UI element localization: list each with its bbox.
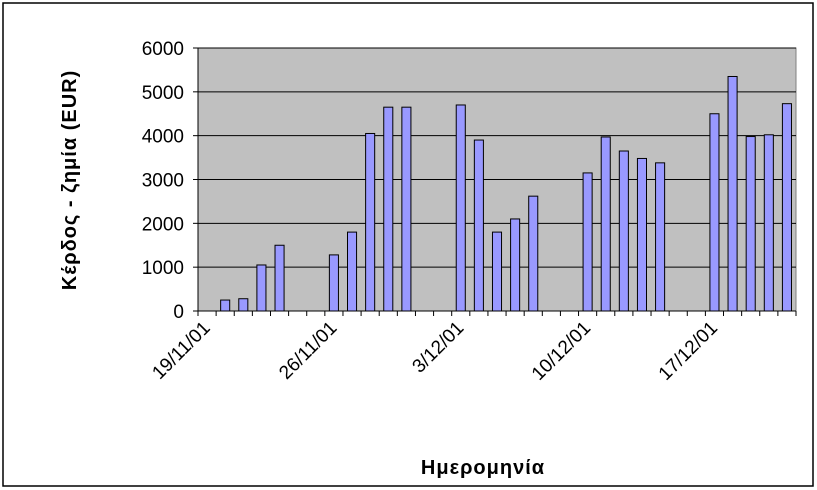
y-tick-label: 5000: [142, 83, 184, 104]
bar: [383, 106, 394, 312]
y-tick-label: 3000: [142, 171, 184, 192]
y-tick-label: 1000: [142, 258, 184, 279]
bar: [256, 264, 267, 312]
bar: [727, 75, 738, 312]
bar: [528, 195, 539, 312]
bar: [510, 218, 521, 312]
bar: [455, 104, 466, 312]
bar: [365, 132, 376, 312]
bar: [238, 298, 249, 312]
bar: [328, 254, 339, 312]
y-tick-label: 4000: [142, 127, 184, 148]
bar: [401, 106, 412, 312]
bar: [745, 136, 756, 312]
bar: [347, 231, 358, 312]
bar: [709, 113, 720, 312]
bar: [763, 134, 774, 312]
bar: [220, 299, 231, 312]
bar: [473, 139, 484, 312]
y-tick-label: 0: [173, 302, 184, 323]
y-tick-label: 2000: [142, 214, 184, 235]
bar: [655, 162, 666, 312]
bar: [618, 150, 629, 312]
bar: [274, 244, 285, 312]
y-tick-label: 6000: [142, 39, 184, 60]
bar: [582, 172, 593, 312]
y-axis-title: Κέρδος - ζημία (EUR): [59, 70, 81, 291]
bar: [636, 157, 647, 312]
bar: [781, 103, 792, 312]
bar: [491, 231, 503, 312]
bar: [600, 136, 611, 312]
x-axis-title: Ημερομηνία: [421, 457, 545, 479]
